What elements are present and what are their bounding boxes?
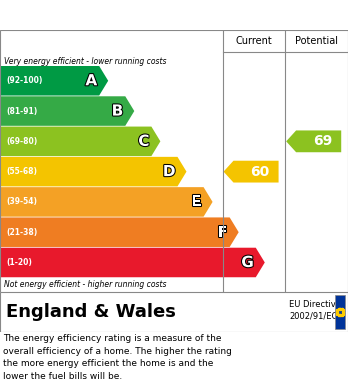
Polygon shape bbox=[1, 66, 108, 95]
Text: A: A bbox=[85, 73, 97, 88]
Polygon shape bbox=[1, 217, 239, 247]
Polygon shape bbox=[1, 248, 265, 277]
Text: Energy Efficiency Rating: Energy Efficiency Rating bbox=[10, 7, 220, 23]
Text: D: D bbox=[163, 164, 175, 179]
Polygon shape bbox=[223, 161, 279, 183]
Polygon shape bbox=[1, 127, 160, 156]
Text: G: G bbox=[241, 255, 254, 270]
Text: B: B bbox=[112, 104, 123, 118]
Text: EU Directive
2002/91/EC: EU Directive 2002/91/EC bbox=[289, 300, 341, 320]
Text: F: F bbox=[217, 225, 228, 240]
Polygon shape bbox=[1, 187, 213, 217]
Text: 69: 69 bbox=[313, 135, 332, 148]
Text: Current: Current bbox=[236, 36, 272, 46]
Polygon shape bbox=[286, 131, 341, 152]
Text: England & Wales: England & Wales bbox=[6, 303, 176, 321]
Text: (1-20): (1-20) bbox=[6, 258, 32, 267]
Text: The energy efficiency rating is a measure of the
overall efficiency of a home. T: The energy efficiency rating is a measur… bbox=[3, 334, 232, 381]
Text: (21-38): (21-38) bbox=[6, 228, 37, 237]
Text: C: C bbox=[138, 134, 149, 149]
Text: (39-54): (39-54) bbox=[6, 197, 37, 206]
Text: Not energy efficient - higher running costs: Not energy efficient - higher running co… bbox=[4, 280, 166, 289]
Text: 60: 60 bbox=[250, 165, 269, 179]
Text: (92-100): (92-100) bbox=[6, 76, 42, 85]
Text: (81-91): (81-91) bbox=[6, 107, 37, 116]
Text: (55-68): (55-68) bbox=[6, 167, 37, 176]
Polygon shape bbox=[1, 157, 187, 187]
Text: E: E bbox=[191, 194, 201, 210]
Text: (69-80): (69-80) bbox=[6, 137, 37, 146]
Text: Potential: Potential bbox=[295, 36, 338, 46]
Polygon shape bbox=[1, 96, 134, 126]
FancyBboxPatch shape bbox=[335, 295, 345, 329]
Text: Very energy efficient - lower running costs: Very energy efficient - lower running co… bbox=[4, 57, 166, 66]
